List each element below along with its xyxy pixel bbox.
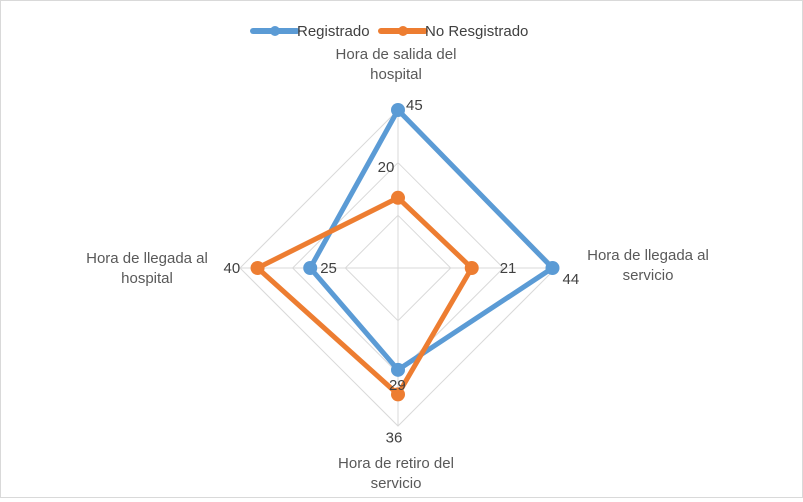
series-2-point-3 — [391, 387, 405, 402]
axis-label-4: Hora de llegada al hospital — [86, 250, 208, 287]
data-label-series-1-axis-4: 25 — [320, 260, 337, 277]
data-label-series-1-axis-2: 44 — [562, 271, 579, 288]
radar-series — [250, 103, 560, 402]
series-1-point-4 — [303, 261, 318, 275]
legend-marker-no-registrado — [398, 26, 408, 36]
axis-label-1-line-2: hospital — [370, 66, 422, 83]
series-2-point-2 — [464, 261, 479, 275]
series-1-point-2 — [545, 261, 560, 275]
axis-label-3: Hora de retiro del servicio — [338, 455, 454, 492]
axis-label-2-line-1: Hora de llegada al — [587, 247, 709, 264]
legend: Registrado No Resgistrado — [250, 23, 528, 40]
axis-label-4-line-2: hospital — [121, 270, 173, 287]
legend-item-registrado: Registrado — [250, 23, 370, 40]
legend-marker-registrado — [270, 26, 280, 36]
data-label-series-2-axis-3: 36 — [386, 429, 403, 446]
data-labels: 45 44 29 25 20 21 36 40 — [224, 97, 580, 446]
axis-label-4-line-1: Hora de llegada al — [86, 250, 208, 267]
series-1-point-3 — [391, 362, 405, 377]
data-label-series-2-axis-1: 20 — [378, 159, 395, 176]
legend-item-no-registrado: No Resgistrado — [378, 23, 528, 40]
axis-label-2-line-2: servicio — [623, 267, 674, 284]
data-label-series-2-axis-4: 40 — [224, 260, 241, 277]
legend-label-no-registrado: No Resgistrado — [425, 23, 528, 40]
data-label-series-2-axis-2: 21 — [500, 260, 517, 277]
series-line-2 — [255, 195, 475, 397]
series-2-point-1 — [391, 190, 405, 205]
series-1-point-1 — [391, 103, 405, 117]
data-label-series-1-axis-1: 45 — [406, 97, 423, 114]
series-2-point-4 — [250, 261, 265, 275]
data-label-series-1-axis-3: 29 — [389, 377, 406, 394]
axis-label-1-line-1: Hora de salida del — [336, 46, 457, 63]
axis-label-3-line-1: Hora de retiro del — [338, 455, 454, 472]
axis-label-1: Hora de salida del hospital — [336, 46, 457, 83]
axis-label-3-line-2: servicio — [371, 475, 422, 492]
legend-label-registrado: Registrado — [297, 23, 370, 40]
series-line-1 — [307, 107, 555, 373]
axis-label-2: Hora de llegada al servicio — [587, 247, 709, 284]
